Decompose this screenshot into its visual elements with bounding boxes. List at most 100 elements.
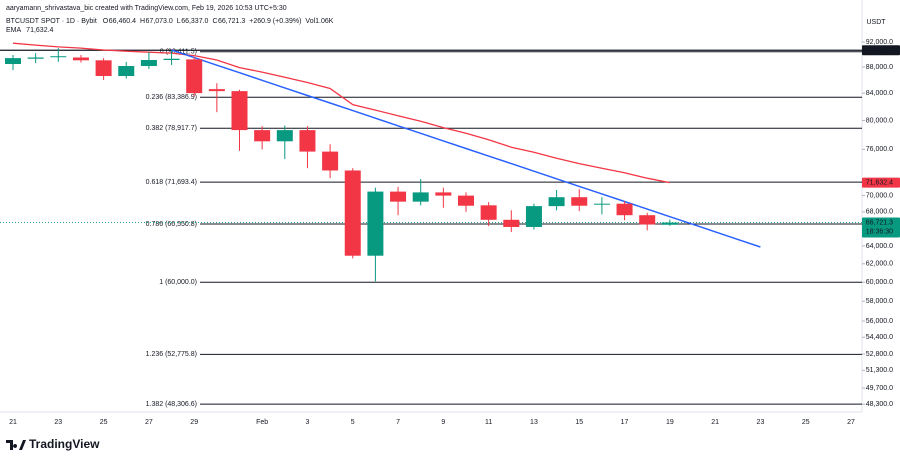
x-tick-label: 27 — [847, 419, 855, 426]
y-tick-label: 52,800.0 — [866, 351, 893, 358]
indicator-name: EMA — [6, 27, 22, 34]
candle-body — [322, 151, 339, 171]
x-tick-label: Feb — [256, 419, 268, 426]
ema-line — [12, 42, 670, 184]
x-tick-label: 7 — [396, 419, 400, 426]
indicator-value: 71,632.4 — [26, 27, 53, 34]
ohlc-key: C — [212, 18, 217, 25]
x-tick-label: 13 — [530, 419, 538, 426]
ohlc-value: 66,337.0 — [181, 18, 208, 25]
price-label-box — [862, 177, 900, 188]
price-label: 71,632.4 — [866, 179, 893, 186]
y-tick-label: 70,000.0 — [866, 192, 893, 199]
y-tick-label: 56,000.0 — [866, 318, 893, 325]
credit: aaryamann_shrivastava_bic created with T… — [6, 5, 287, 12]
candle-body — [118, 66, 135, 76]
candle-body — [254, 130, 271, 142]
candle-body — [661, 222, 678, 225]
candle-body — [276, 130, 293, 142]
ohlc-value: 66,460.4 — [109, 18, 136, 25]
y-tick-label: 84,000.0 — [866, 90, 893, 97]
change: +260.9 (+0.39%) — [249, 18, 301, 25]
x-tick-label: 5 — [351, 419, 355, 426]
y-tick-label: 62,000.0 — [866, 261, 893, 268]
candle-body — [5, 58, 21, 64]
x-tick-label: 17 — [621, 419, 629, 426]
candle-body — [27, 57, 44, 59]
candle-body — [639, 215, 656, 225]
candle-body — [616, 203, 633, 216]
x-tick-label: 21 — [9, 419, 17, 426]
candle-body — [231, 91, 248, 131]
x-tick-label: 15 — [575, 419, 583, 426]
y-tick-label: 54,400.0 — [866, 334, 893, 341]
y-tick-label: 48,300.0 — [866, 401, 893, 408]
ohlc-key: H — [140, 18, 145, 25]
countdown: 18:36:30 — [866, 228, 893, 235]
candle-body — [186, 59, 203, 94]
y-tick-label: 80,000.0 — [866, 117, 893, 124]
candle-body — [367, 191, 384, 256]
y-tick-label: 49,700.0 — [866, 385, 893, 392]
y-tick-label: 58,000.0 — [866, 298, 893, 305]
candle-body — [140, 59, 157, 67]
x-tick-label: 3 — [305, 419, 309, 426]
price-label: 90,653.2 — [866, 47, 893, 54]
logo-icon — [6, 440, 26, 450]
logo: TradingView — [6, 437, 100, 451]
ohlc-key: O — [103, 18, 109, 25]
x-tick-label: 23 — [757, 419, 765, 426]
x-tick-label: 25 — [100, 419, 108, 426]
candle-body — [525, 206, 542, 227]
currency: USDT — [866, 19, 886, 26]
candle-body — [163, 58, 180, 60]
y-tick-label: 60,000.0 — [866, 279, 893, 286]
volume: Vol1.06K — [305, 18, 333, 25]
candle-body — [458, 195, 474, 206]
candle-body — [344, 170, 361, 256]
fib-label: 1 (60,000.0) — [159, 279, 197, 286]
x-tick-label: 19 — [666, 419, 674, 426]
candle-body — [390, 191, 407, 202]
symbol: BTCUSDT SPOT · 1D · Bybit — [6, 18, 97, 25]
price-label-box — [862, 45, 900, 56]
trend-line — [171, 49, 761, 248]
candle-body — [72, 57, 89, 61]
candle-body — [299, 130, 316, 152]
y-tick-label: 92,000.0 — [866, 39, 893, 46]
y-tick-label: 68,000.0 — [866, 209, 893, 216]
ohlc-value: 66,721.3 — [218, 18, 245, 25]
x-tick-label: 9 — [441, 419, 445, 426]
candle-body — [480, 205, 497, 220]
candle-body — [593, 203, 610, 205]
fib-label: 0.382 (78,917.7) — [146, 125, 197, 132]
x-tick-label: 23 — [54, 419, 62, 426]
candle-body — [548, 197, 565, 207]
x-tick-label: 25 — [802, 419, 810, 426]
fib-label: 1.382 (48,306.6) — [146, 401, 197, 408]
candle-body — [571, 197, 588, 206]
candle-body — [208, 89, 225, 92]
x-tick-label: 29 — [190, 419, 198, 426]
price-label: 66,721.3 — [866, 219, 893, 226]
x-tick-label: 11 — [485, 419, 492, 426]
candle-body — [435, 192, 452, 196]
fib-label: 0.618 (71,693.4) — [146, 179, 197, 186]
x-tick-label: 27 — [145, 419, 153, 426]
fib-label: 0.786 (66,550.8) — [146, 221, 197, 228]
logo-text: TradingView — [29, 437, 100, 451]
x-tick-label: 21 — [711, 419, 719, 426]
ohlc-value: 67,073.0 — [146, 18, 173, 25]
candle-body — [50, 56, 67, 58]
ohlc-key: L — [177, 18, 181, 25]
candle-body — [412, 192, 429, 202]
y-tick-label: 51,300.0 — [866, 367, 893, 374]
y-tick-label: 88,000.0 — [866, 64, 893, 71]
price-label-box — [862, 217, 900, 238]
y-tick-label: 64,000.0 — [866, 243, 893, 250]
candle-body — [95, 60, 112, 76]
fib-label: 1.236 (52,775.8) — [146, 351, 197, 358]
y-tick-label: 76,000.0 — [866, 146, 893, 153]
